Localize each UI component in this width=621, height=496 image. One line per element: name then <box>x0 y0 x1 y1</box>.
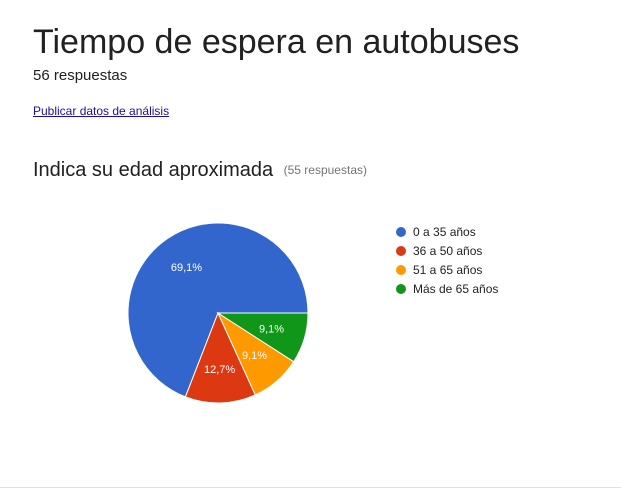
legend-item: 51 a 65 años <box>396 260 498 279</box>
legend-label: Más de 65 años <box>413 281 499 296</box>
legend-label: 0 a 35 años <box>413 224 476 239</box>
legend-swatch <box>396 264 406 275</box>
pie-slice-label-1: 12,7% <box>204 364 235 376</box>
pie-slice-1[interactable] <box>184 311 256 404</box>
pie-slice-label-3: 9,1% <box>259 324 284 336</box>
legend-label: 51 a 65 años <box>413 262 483 277</box>
question-title: Indica su edad aproximada <box>33 159 274 181</box>
form-title: Tiempo de espera en autobuses <box>33 23 520 61</box>
legend-swatch <box>396 283 406 294</box>
legend-item: 36 a 50 años <box>396 241 498 260</box>
response-count: 56 respuestas <box>33 67 128 84</box>
legend-item: Más de 65 años <box>396 279 498 298</box>
question-response-count: (55 respuestas) <box>283 163 367 177</box>
divider <box>0 487 621 488</box>
legend-item: 0 a 35 años <box>396 222 498 241</box>
question-header: Indica su edad aproximada (55 respuestas… <box>33 157 367 183</box>
legend-label: 36 a 50 años <box>413 243 483 258</box>
chart-legend: 0 a 35 años 36 a 50 años 51 a 65 años Más d… <box>396 222 498 298</box>
publish-analytics-link[interactable]: Publicar datos de análisis <box>33 104 170 118</box>
pie-slice-0[interactable] <box>127 222 309 398</box>
legend-swatch <box>396 226 406 237</box>
pie-slice-3[interactable] <box>216 312 309 363</box>
pie-slice-label-2: 9,1% <box>242 350 267 362</box>
pie-slice-label-0: 69,1% <box>171 262 202 274</box>
legend-swatch <box>396 245 406 256</box>
